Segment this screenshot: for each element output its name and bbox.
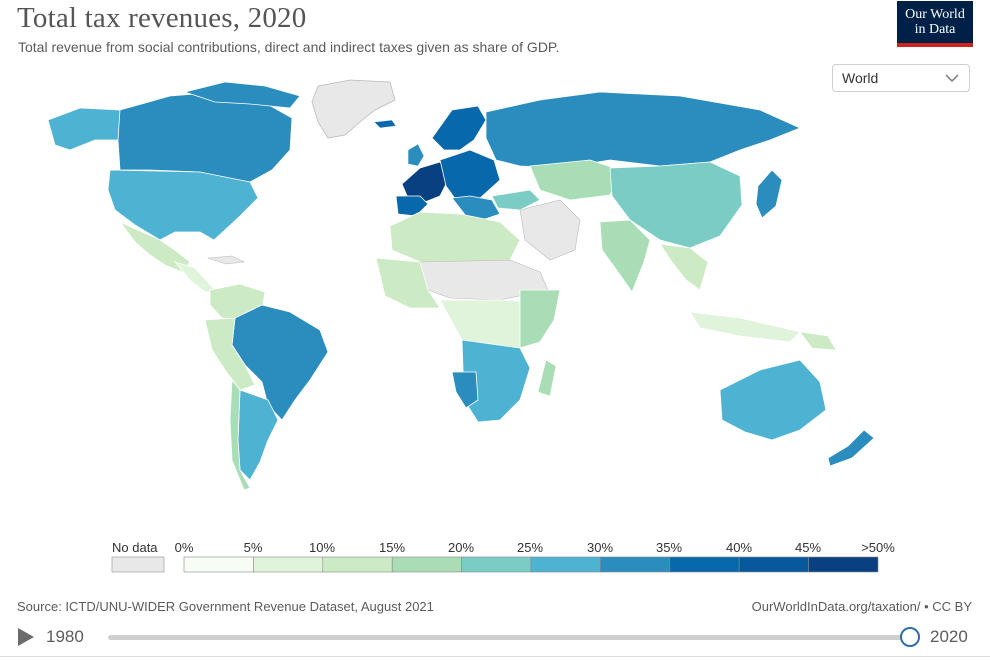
country-united-kingdom[interactable] xyxy=(407,143,425,167)
legend-color-bin xyxy=(600,556,671,573)
timeline-end-year: 2020 xyxy=(930,627,968,646)
legend-tick-label: 30% xyxy=(586,540,614,555)
country-russia[interactable] xyxy=(485,91,802,169)
legend-color-bin xyxy=(253,556,324,573)
country-united-states[interactable] xyxy=(107,169,259,241)
country-indonesia[interactable] xyxy=(689,311,801,343)
country-new-zealand[interactable] xyxy=(827,429,875,467)
country-west-africa[interactable] xyxy=(375,257,441,309)
owid-logo[interactable]: Our World in Data xyxy=(897,1,973,47)
country-papua-new-guinea[interactable] xyxy=(799,331,837,351)
legend-color-bin xyxy=(530,556,601,573)
country-kazakhstan[interactable] xyxy=(529,159,621,201)
country-australia[interactable] xyxy=(719,359,827,441)
legend-tick-label: 10% xyxy=(308,540,336,555)
legend-color-bin xyxy=(808,556,879,573)
legend-color-bin xyxy=(738,556,809,573)
country-peru-bolivia[interactable] xyxy=(204,317,256,391)
country-iceland[interactable] xyxy=(373,119,397,129)
country-central-europe[interactable] xyxy=(439,149,501,201)
country-central-america[interactable] xyxy=(173,261,220,293)
legend-no-data-label: No data xyxy=(112,540,158,555)
country-turkey[interactable] xyxy=(491,189,541,211)
country-japan[interactable] xyxy=(755,169,783,219)
region-dropdown-value: World xyxy=(842,70,879,86)
legend-tick-label: 40% xyxy=(725,540,753,555)
legend-color-bin xyxy=(461,556,532,573)
country-greenland[interactable] xyxy=(311,79,396,139)
country-southeast-asia[interactable] xyxy=(659,243,709,291)
play-icon[interactable] xyxy=(18,628,34,646)
legend-color-bin xyxy=(391,556,462,573)
credit-link[interactable]: OurWorldInData.org/taxation/ • CC BY xyxy=(751,599,972,614)
country-spain-portugal[interactable] xyxy=(395,195,429,217)
tab-bar-edge xyxy=(0,656,990,661)
source-note: Source: ICTD/UNU-WIDER Government Revenu… xyxy=(17,599,434,614)
chart-title: Total tax revenues, 2020 xyxy=(17,2,307,34)
world-map[interactable] xyxy=(40,76,910,496)
legend-tick-label: 20% xyxy=(447,540,475,555)
timeline-start-year: 1980 xyxy=(46,627,84,646)
country-chile[interactable] xyxy=(229,378,251,491)
legend-tick-label: 0% xyxy=(174,540,194,555)
legend-tick-label: 5% xyxy=(243,540,263,555)
legend-color-bin xyxy=(183,556,254,573)
country-madagascar[interactable] xyxy=(537,359,557,397)
legend-color-bin xyxy=(322,556,393,573)
legend-tick-label: 15% xyxy=(378,540,406,555)
country-north-africa[interactable] xyxy=(389,211,521,263)
country-namibia[interactable] xyxy=(451,371,479,409)
logo-line-1: Our World xyxy=(905,7,965,22)
chevron-down-icon xyxy=(945,74,959,83)
chart-subtitle: Total revenue from social contributions,… xyxy=(18,39,560,55)
country-middle-east[interactable] xyxy=(519,199,581,261)
country-india[interactable] xyxy=(599,219,651,293)
logo-line-2: in Data xyxy=(914,22,956,37)
country-scandinavia[interactable] xyxy=(431,105,487,151)
timeline-track[interactable] xyxy=(108,635,910,640)
timeline: 1980 2020 xyxy=(0,622,990,652)
country-mexico[interactable] xyxy=(119,221,191,273)
country-cuba[interactable] xyxy=(207,255,246,265)
legend-tick-label: 35% xyxy=(655,540,683,555)
country-east-africa[interactable] xyxy=(519,289,561,349)
legend-tick-label: >50% xyxy=(861,540,895,555)
map-legend: No data 0% 5% 10% 15% 20% 25% 30% 35% 40… xyxy=(0,536,990,576)
region-dropdown[interactable]: World xyxy=(832,64,970,92)
timeline-handle[interactable] xyxy=(900,627,920,647)
legend-no-data-swatch xyxy=(111,556,165,573)
legend-tick-label: 45% xyxy=(794,540,822,555)
country-canada-arctic[interactable] xyxy=(183,81,301,109)
country-china[interactable] xyxy=(609,161,743,249)
legend-color-bin xyxy=(669,556,740,573)
legend-tick-label: 25% xyxy=(516,540,544,555)
legend-color-scale xyxy=(111,556,879,573)
